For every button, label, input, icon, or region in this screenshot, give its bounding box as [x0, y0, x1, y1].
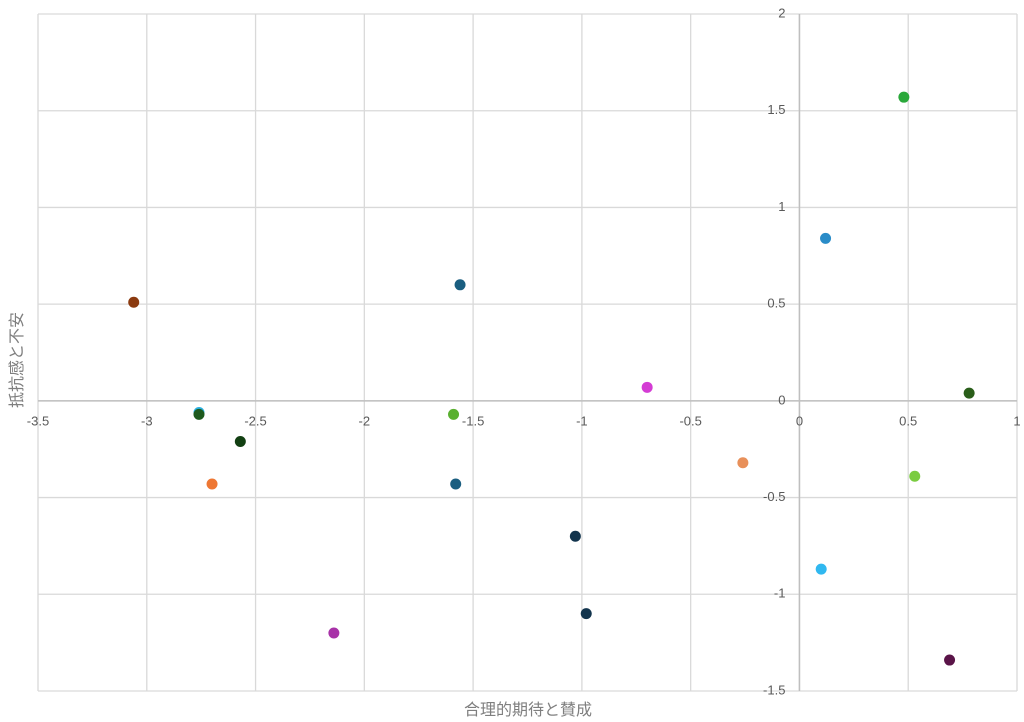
point [641, 381, 653, 393]
y-tick-label: -0.5 [763, 489, 785, 504]
x-tick-label: -0.5 [679, 413, 701, 428]
x-tick-label: -3 [141, 413, 153, 428]
point [234, 435, 246, 447]
point [450, 478, 462, 490]
y-tick-label: 1 [778, 199, 785, 214]
point [909, 470, 921, 482]
x-tick-label: 0.5 [899, 413, 917, 428]
y-tick-label: 2 [778, 5, 785, 20]
point [206, 478, 218, 490]
point [454, 279, 466, 291]
y-axis-title: 抵抗感と不安 [8, 312, 26, 408]
y-tick-label: 1.5 [767, 102, 785, 117]
point [963, 387, 975, 399]
point [898, 91, 910, 103]
point [820, 232, 832, 244]
point [737, 457, 749, 469]
point [448, 408, 460, 420]
point [128, 296, 140, 308]
y-tick-label: -1.5 [763, 682, 785, 697]
point [569, 530, 581, 542]
point [328, 627, 340, 639]
x-tick-label: 1 [1013, 413, 1020, 428]
y-tick-label: 0.5 [767, 296, 785, 311]
y-tick-label: -1 [774, 586, 786, 601]
x-tick-label: -3.5 [27, 413, 49, 428]
x-tick-label: -2.5 [244, 413, 266, 428]
x-tick-label: -1 [576, 413, 588, 428]
point [580, 608, 592, 620]
y-tick-label: 0 [778, 392, 785, 407]
x-tick-label: 0 [796, 413, 803, 428]
point [815, 563, 827, 575]
point [944, 654, 956, 666]
x-tick-label: -2 [359, 413, 371, 428]
x-tick-label: -1.5 [462, 413, 484, 428]
x-axis-title: 合理的期待と賛成 [464, 701, 592, 719]
point [193, 408, 205, 420]
